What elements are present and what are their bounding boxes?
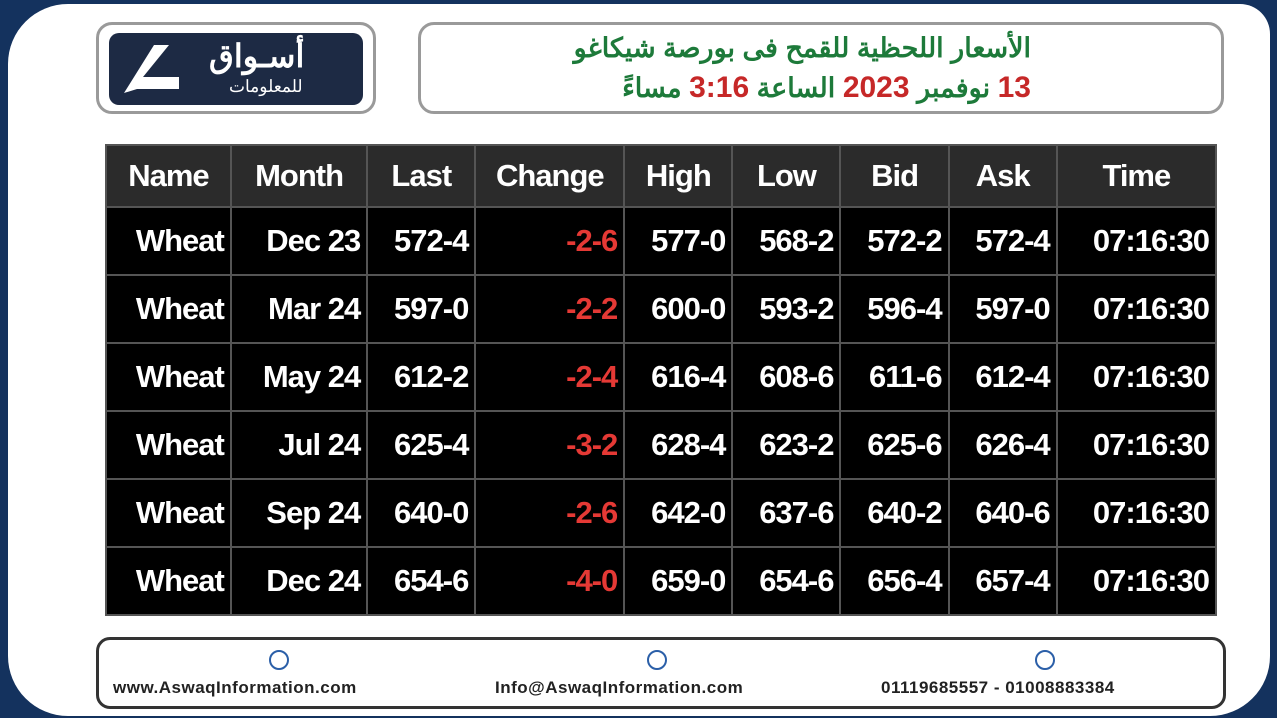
logo-block: أسـواق للمعلومات <box>109 33 363 105</box>
cell: 659-0 <box>623 546 734 616</box>
column-header: Change <box>474 144 626 208</box>
cell: 640-6 <box>947 478 1058 548</box>
cell: -4-0 <box>474 546 626 616</box>
cell: Sep 24 <box>229 478 369 548</box>
cell: 612-2 <box>366 342 477 412</box>
logo-name: أسـواق <box>209 38 305 74</box>
column-header: Name <box>105 144 232 208</box>
cell: 572-4 <box>366 206 477 276</box>
price-table: Name Month Last Change High Low Bid Ask Time Whea… <box>105 144 1218 616</box>
cell: Jul 24 <box>229 410 369 480</box>
cell: 657-4 <box>947 546 1058 616</box>
email: Info@AswaqInformation.com <box>495 678 744 697</box>
cell: 07:16:30 <box>1055 410 1218 480</box>
cell: 640-2 <box>839 478 950 548</box>
web-icon <box>269 650 289 670</box>
table-row: Wheat Sep 24 640-0 -2-6 642-0 637-6 640-2 640-6… <box>105 478 1218 548</box>
table-row: Wheat Dec 24 654-6 -4-0 659-0 654-6 656-4 657-4… <box>105 546 1218 616</box>
logo-icon <box>124 45 179 93</box>
cell: Wheat <box>105 342 232 412</box>
title-box: الأسعار اللحظية للقمح فى بورصة شيكاغو 13… <box>418 22 1224 114</box>
cell: Wheat <box>105 410 232 480</box>
cell: 640-0 <box>366 478 477 548</box>
mail-icon <box>647 650 667 670</box>
table-row: Wheat Dec 23 572-4 -2-6 577-0 568-2 572-2 572-4… <box>105 206 1218 276</box>
cell: 577-0 <box>623 206 734 276</box>
cell: Wheat <box>105 546 232 616</box>
cell: 625-4 <box>366 410 477 480</box>
logo: أسـواق للمعلومات <box>96 22 376 114</box>
header-row: Name Month Last Change High Low Bid Ask Time <box>105 144 1218 208</box>
cell: 597-0 <box>947 274 1058 344</box>
cell: 625-6 <box>839 410 950 480</box>
cell: Dec 23 <box>229 206 369 276</box>
cell: Mar 24 <box>229 274 369 344</box>
table-row: Wheat Mar 24 597-0 -2-2 600-0 593-2 596-4 597-0… <box>105 274 1218 344</box>
column-header: Ask <box>947 144 1058 208</box>
cell: Wheat <box>105 478 232 548</box>
subtitle: 13 نوفمبر 2023 الساعة 3:16 مساءً <box>622 71 1031 105</box>
table-row: Wheat May 24 612-2 -2-4 616-4 608-6 611-6 612-4… <box>105 342 1218 412</box>
cell: 616-4 <box>623 342 734 412</box>
cell: -2-6 <box>474 206 626 276</box>
footer: www.AswaqInformation.com Info@AswaqInfor… <box>96 637 1226 709</box>
cell: -2-2 <box>474 274 626 344</box>
cell: 600-0 <box>623 274 734 344</box>
cell: 07:16:30 <box>1055 546 1218 616</box>
cell: 597-0 <box>366 274 477 344</box>
cell: Wheat <box>105 206 232 276</box>
column-header: Low <box>731 144 842 208</box>
cell: 656-4 <box>839 546 950 616</box>
cell: 637-6 <box>731 478 842 548</box>
cell: 568-2 <box>731 206 842 276</box>
panel: أسـواق للمعلومات الأسعار اللحظية للقمح ف… <box>8 4 1270 716</box>
logo-subtitle: للمعلومات <box>229 77 303 96</box>
phones: 01119685557 - 01008883384 <box>881 678 1115 697</box>
subtitle-part: 3:16 <box>689 71 750 104</box>
cell: 611-6 <box>839 342 950 412</box>
cell: 596-4 <box>839 274 950 344</box>
cell: 626-4 <box>947 410 1058 480</box>
cell: 654-6 <box>731 546 842 616</box>
cell: 07:16:30 <box>1055 478 1218 548</box>
cell: 628-4 <box>623 410 734 480</box>
cell: -3-2 <box>474 410 626 480</box>
subtitle-part: مساءً <box>622 73 682 103</box>
cell: 623-2 <box>731 410 842 480</box>
cell: 654-6 <box>366 546 477 616</box>
phone-icon <box>1035 650 1055 670</box>
subtitle-part: نوفمبر <box>917 73 991 103</box>
cell: 07:16:30 <box>1055 274 1218 344</box>
cell: 593-2 <box>731 274 842 344</box>
subtitle-part: الساعة <box>756 73 836 103</box>
cell: -2-6 <box>474 478 626 548</box>
subtitle-part: 13 <box>997 71 1031 104</box>
table-row: Wheat Jul 24 625-4 -3-2 628-4 623-2 625-6 626-4… <box>105 410 1218 480</box>
title: الأسعار اللحظية للقمح فى بورصة شيكاغو <box>573 33 1031 63</box>
cell: 642-0 <box>623 478 734 548</box>
cell: 07:16:30 <box>1055 206 1218 276</box>
cell: Dec 24 <box>229 546 369 616</box>
cell: May 24 <box>229 342 369 412</box>
website: www.AswaqInformation.com <box>113 678 357 697</box>
column-header: Month <box>229 144 369 208</box>
cell: -2-4 <box>474 342 626 412</box>
column-header: Bid <box>839 144 950 208</box>
cell: 572-2 <box>839 206 950 276</box>
cell: 608-6 <box>731 342 842 412</box>
cell: 07:16:30 <box>1055 342 1218 412</box>
cell: 612-4 <box>947 342 1058 412</box>
cell: 572-4 <box>947 206 1058 276</box>
column-header: Time <box>1055 144 1218 208</box>
column-header: Last <box>366 144 477 208</box>
subtitle-part: 2023 <box>842 71 910 104</box>
column-header: High <box>623 144 734 208</box>
cell: Wheat <box>105 274 232 344</box>
